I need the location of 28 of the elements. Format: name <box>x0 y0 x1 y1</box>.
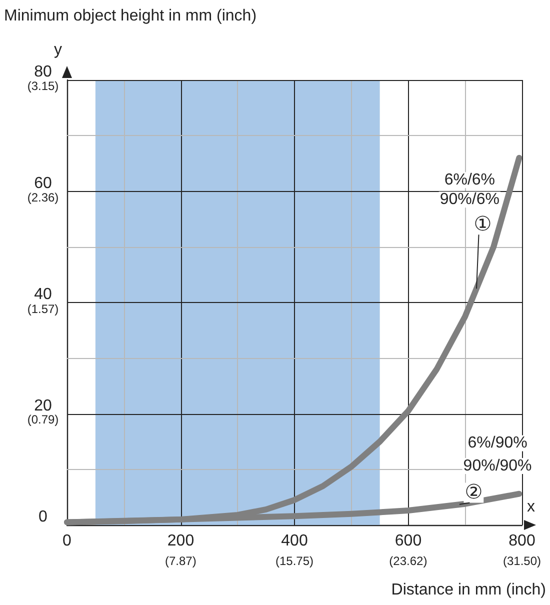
x2-tick-label: (7.87) <box>165 554 196 568</box>
y2-tick-label: (0.79) <box>27 412 59 426</box>
y2-tick-label: (2.36) <box>27 190 59 205</box>
annotation: ① <box>474 214 492 236</box>
x2-tick-label: (31.50) <box>502 554 542 568</box>
x-axis-title: Distance in mm (inch) <box>391 582 546 598</box>
x2-tick-label: (15.75) <box>275 554 314 568</box>
y-tick-label: 80 <box>34 64 52 80</box>
annotation: 90%/90% <box>463 458 532 475</box>
annotation: ② <box>464 482 483 504</box>
annotation: 90%/6% <box>440 191 500 208</box>
x-tick-label: 200 <box>167 532 194 550</box>
y-tick-label: 20 <box>34 397 52 414</box>
chart-title: Minimum object height in mm (inch) <box>4 8 257 24</box>
x2-tick-label: (23.62) <box>389 554 428 568</box>
y-tick-label: 60 <box>34 174 52 192</box>
text: y <box>54 42 62 58</box>
x-tick-label: 800 <box>508 532 536 550</box>
annotation: 6%/6% <box>444 172 496 189</box>
y-tick-label: 40 <box>34 286 52 303</box>
text: x <box>527 498 535 516</box>
y2-tick-label: (3.15) <box>27 79 59 93</box>
x-tick-label: 400 <box>281 532 308 550</box>
annotation: 6%/90% <box>468 434 528 452</box>
x-tick-label: 0 <box>62 532 72 550</box>
y2-tick-label: (1.57) <box>27 302 59 316</box>
y-tick-label: 0 <box>38 508 48 526</box>
x-tick-label: 600 <box>394 532 422 550</box>
